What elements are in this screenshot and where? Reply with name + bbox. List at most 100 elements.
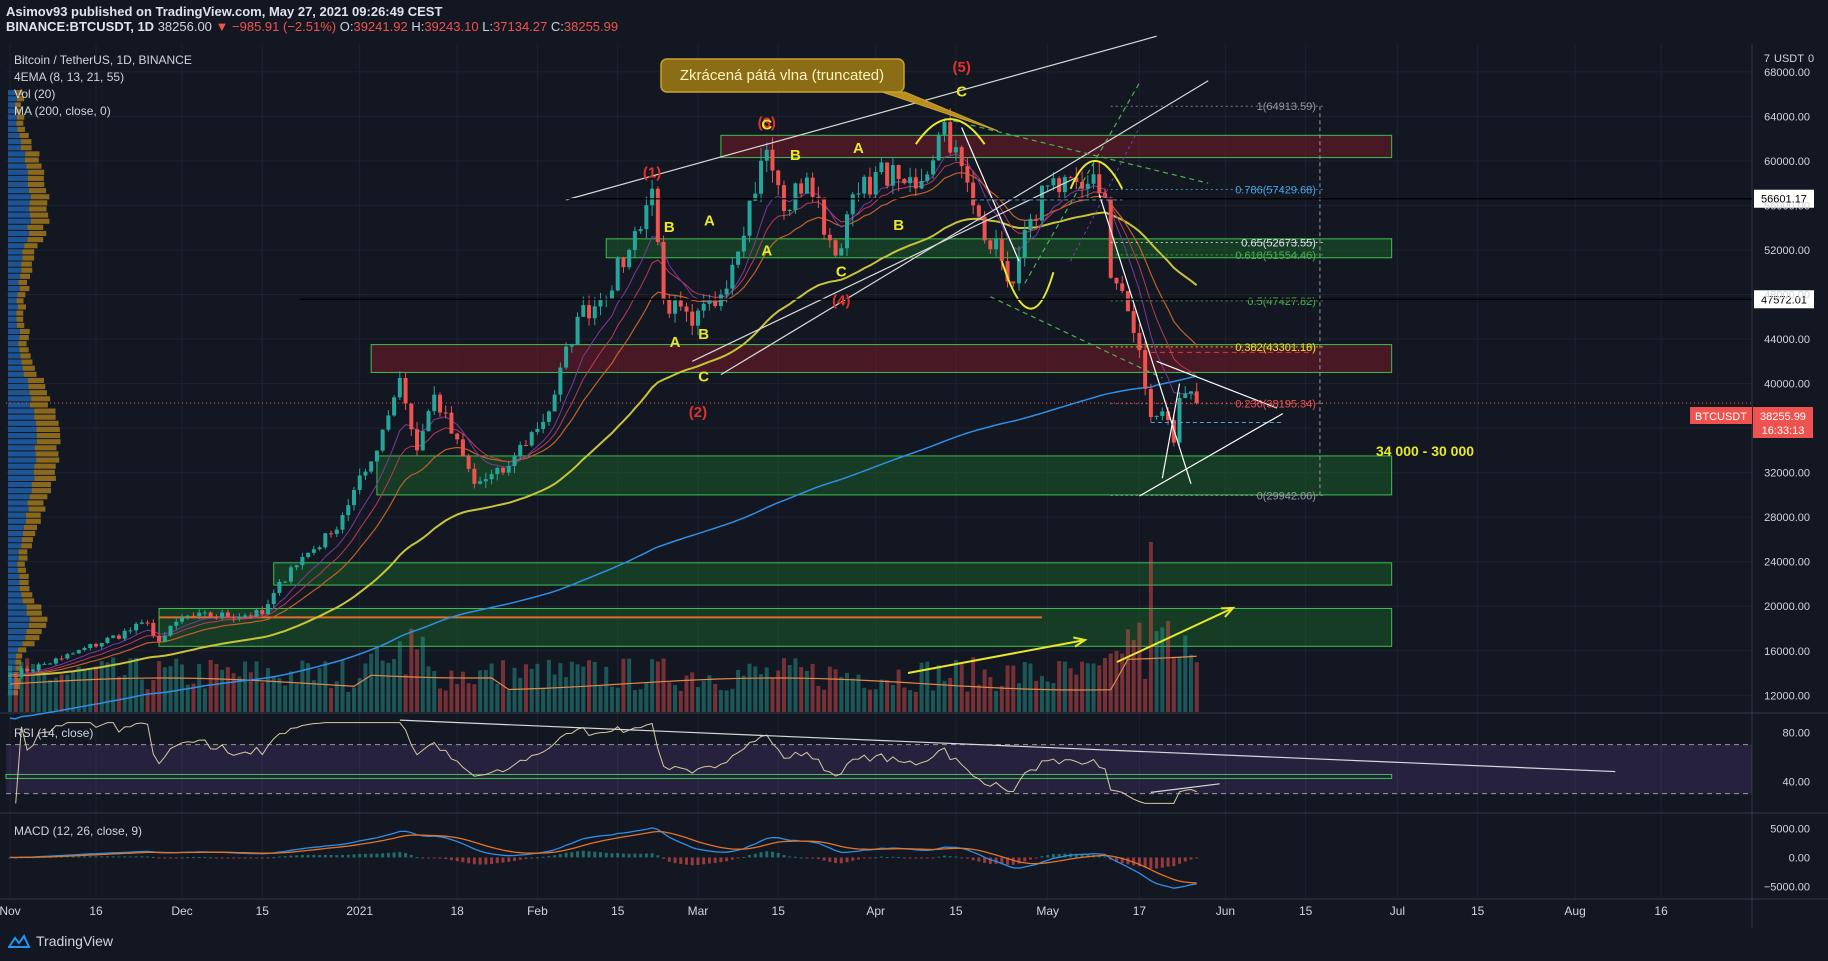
y-tick-11: 56000.00 bbox=[1764, 200, 1810, 212]
y-tick-8: 44000.00 bbox=[1764, 334, 1810, 346]
x-tick-2: Dec bbox=[171, 904, 192, 918]
high-label: H: bbox=[411, 19, 425, 34]
fib-label-6: 0.236(38195.34) bbox=[1235, 399, 1316, 411]
zone-resistance-0 bbox=[720, 134, 1393, 159]
x-tick-15: 15 bbox=[1299, 904, 1313, 918]
fib-label-0: 1(64913.59) bbox=[1257, 101, 1316, 113]
x-tick-1: 16 bbox=[89, 904, 103, 918]
y-tick-10: 52000.00 bbox=[1764, 245, 1810, 257]
wave-label-2: (3) bbox=[758, 115, 776, 132]
legend-vol: Vol (20) bbox=[14, 87, 55, 101]
wave-label-7: C bbox=[698, 368, 709, 385]
wave-label-9: B bbox=[664, 219, 675, 236]
tradingview-logo[interactable]: TradingView bbox=[8, 933, 113, 949]
open-value: 39241.92 bbox=[353, 19, 408, 34]
x-tick-7: 15 bbox=[611, 904, 625, 918]
tradingview-brand: TradingView bbox=[36, 933, 114, 949]
wave-label-8: C bbox=[761, 117, 772, 134]
candles bbox=[8, 108, 1199, 680]
high-value: 39243.10 bbox=[424, 19, 479, 34]
symbol: BINANCE:BTCUSDT, 1D bbox=[6, 19, 155, 34]
legend-title: Bitcoin / TetherUS, 1D, BINANCE bbox=[14, 53, 192, 67]
x-tick-14: Jun bbox=[1216, 904, 1235, 918]
close-value: 38255.99 bbox=[563, 19, 619, 34]
wave-label-13: A bbox=[853, 140, 864, 157]
y-tick-4: 28000.00 bbox=[1764, 512, 1810, 524]
drawings bbox=[565, 35, 1312, 674]
fib-label-2: 0.65(52673.55) bbox=[1241, 237, 1316, 249]
price-change: ▼ −985.91 (−2.51%) bbox=[215, 19, 337, 34]
wave-label-14: B bbox=[893, 217, 904, 234]
x-tick-4: 2021 bbox=[346, 904, 373, 918]
close-label: C: bbox=[550, 19, 564, 34]
zone-support-5 bbox=[158, 607, 1393, 647]
wave-label-6: B bbox=[698, 326, 709, 343]
macd-tick-2: −5000.00 bbox=[1764, 881, 1810, 893]
rsi-tick-0: 80.00 bbox=[1782, 727, 1810, 739]
x-tick-10: Apr bbox=[866, 904, 885, 918]
fib-label-7: 0(29942.06) bbox=[1257, 491, 1316, 503]
y-tick-1: 16000.00 bbox=[1764, 646, 1810, 658]
tradingview-logo-icon bbox=[8, 934, 30, 948]
wave-label-5: A bbox=[670, 334, 681, 351]
zones bbox=[158, 134, 1393, 647]
fib-label-5: 0.382(43301.18) bbox=[1235, 342, 1316, 354]
x-tick-9: 15 bbox=[772, 904, 786, 918]
y-tick-0: 12000.00 bbox=[1764, 690, 1810, 702]
fib-label-3: 0.618(51554.46) bbox=[1235, 250, 1316, 262]
footer-bar bbox=[0, 928, 1828, 961]
x-tick-8: Mar bbox=[688, 904, 709, 918]
x-tick-17: 15 bbox=[1471, 904, 1485, 918]
x-tick-19: 16 bbox=[1654, 904, 1668, 918]
volume-profile bbox=[8, 90, 61, 696]
wave-label-11: A bbox=[761, 243, 772, 260]
zone-resistance-2 bbox=[370, 344, 1393, 373]
symbol-quote-line: BINANCE:BTCUSDT, 1D 38256.00 ▼ −985.91 (… bbox=[6, 19, 618, 34]
x-tick-13: 17 bbox=[1133, 904, 1147, 918]
callout-box: Zkrácená pátá vlna (truncated) bbox=[660, 58, 905, 93]
zone-support-4 bbox=[273, 562, 1393, 586]
x-tick-11: 15 bbox=[949, 904, 963, 918]
y-tick-14: 68000.00 bbox=[1764, 67, 1810, 79]
wave-label-16: C bbox=[956, 83, 967, 100]
last-price-tag-countdown: 16:33:13 bbox=[1762, 425, 1805, 437]
y-tick-7: 40000.00 bbox=[1764, 379, 1810, 391]
price-tag-0: 56601.17 bbox=[1761, 194, 1807, 206]
x-tick-16: Jul bbox=[1390, 904, 1405, 918]
y-axis-zero: 0 bbox=[1808, 53, 1814, 65]
wave-label-1: (2) bbox=[689, 404, 707, 421]
axes: 12000.00 16000.00 20000.00 24000.00 28000.00… bbox=[0, 67, 1810, 918]
x-tick-18: Aug bbox=[1564, 904, 1585, 918]
y-axis-scale: 7 bbox=[1764, 53, 1770, 65]
legend-ema: 4EMA (8, 13, 21, 55) bbox=[14, 70, 124, 84]
low-label: L: bbox=[482, 19, 494, 34]
callout-text: Zkrácená pátá vlna (truncated) bbox=[680, 67, 884, 84]
rsi-pane: 80.00 40.00 bbox=[5, 719, 1810, 804]
fib-label-4: 0.5(47427.82) bbox=[1247, 296, 1316, 308]
macd-pane: 5000.00 0.00 −5000.00 bbox=[8, 823, 1810, 893]
macd-tick-1: 0.00 bbox=[1789, 852, 1810, 864]
wave-label-10: A bbox=[704, 212, 715, 229]
y-tick-3: 24000.00 bbox=[1764, 557, 1810, 569]
last-price-tag: BTCUSDT 38255.99 16:33:13 bbox=[1690, 407, 1813, 438]
x-tick-3: 15 bbox=[256, 904, 270, 918]
open-label: O: bbox=[339, 19, 354, 34]
last-price: 38256.00 bbox=[157, 19, 212, 34]
fib-label-1: 0.786(57429.68) bbox=[1235, 185, 1316, 197]
price-tag-1: 47572.01 bbox=[1761, 294, 1807, 306]
last-price-tag-value: 38255.99 bbox=[1760, 411, 1806, 423]
x-tick-0: Nov bbox=[0, 904, 21, 918]
target-range-label: 34 000 - 30 000 bbox=[1376, 443, 1474, 459]
y-tick-5: 32000.00 bbox=[1764, 468, 1810, 480]
wave-label-0: (1) bbox=[643, 165, 661, 182]
x-tick-5: 18 bbox=[450, 904, 464, 918]
y-tick-13: 64000.00 bbox=[1764, 111, 1810, 123]
wave-label-12: B bbox=[790, 147, 801, 164]
fibonacci-levels: 1(64913.59) 0.786(57429.68) 0.65(52673.55)… bbox=[6, 101, 1814, 503]
low-value: 37134.27 bbox=[493, 19, 548, 34]
wave-label-4: (5) bbox=[953, 59, 971, 76]
zone-support-3 bbox=[376, 455, 1393, 496]
y-axis-header: 7 USDT 0 bbox=[1764, 53, 1814, 65]
